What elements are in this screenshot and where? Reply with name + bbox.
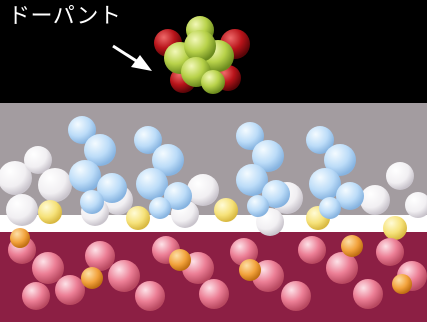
blue-molecule — [236, 122, 290, 217]
blue-molecule — [68, 116, 127, 214]
blue-molecule — [306, 126, 364, 219]
blue-molecule — [134, 126, 192, 219]
dopant-cluster — [154, 16, 250, 94]
pink-ring-layer — [8, 236, 427, 311]
white-chain-layer — [0, 146, 427, 236]
orange-atoms — [10, 228, 412, 294]
arrow-icon — [112, 44, 152, 71]
dopant-label: ドーパント — [8, 4, 122, 29]
yellow-atoms — [38, 198, 407, 240]
